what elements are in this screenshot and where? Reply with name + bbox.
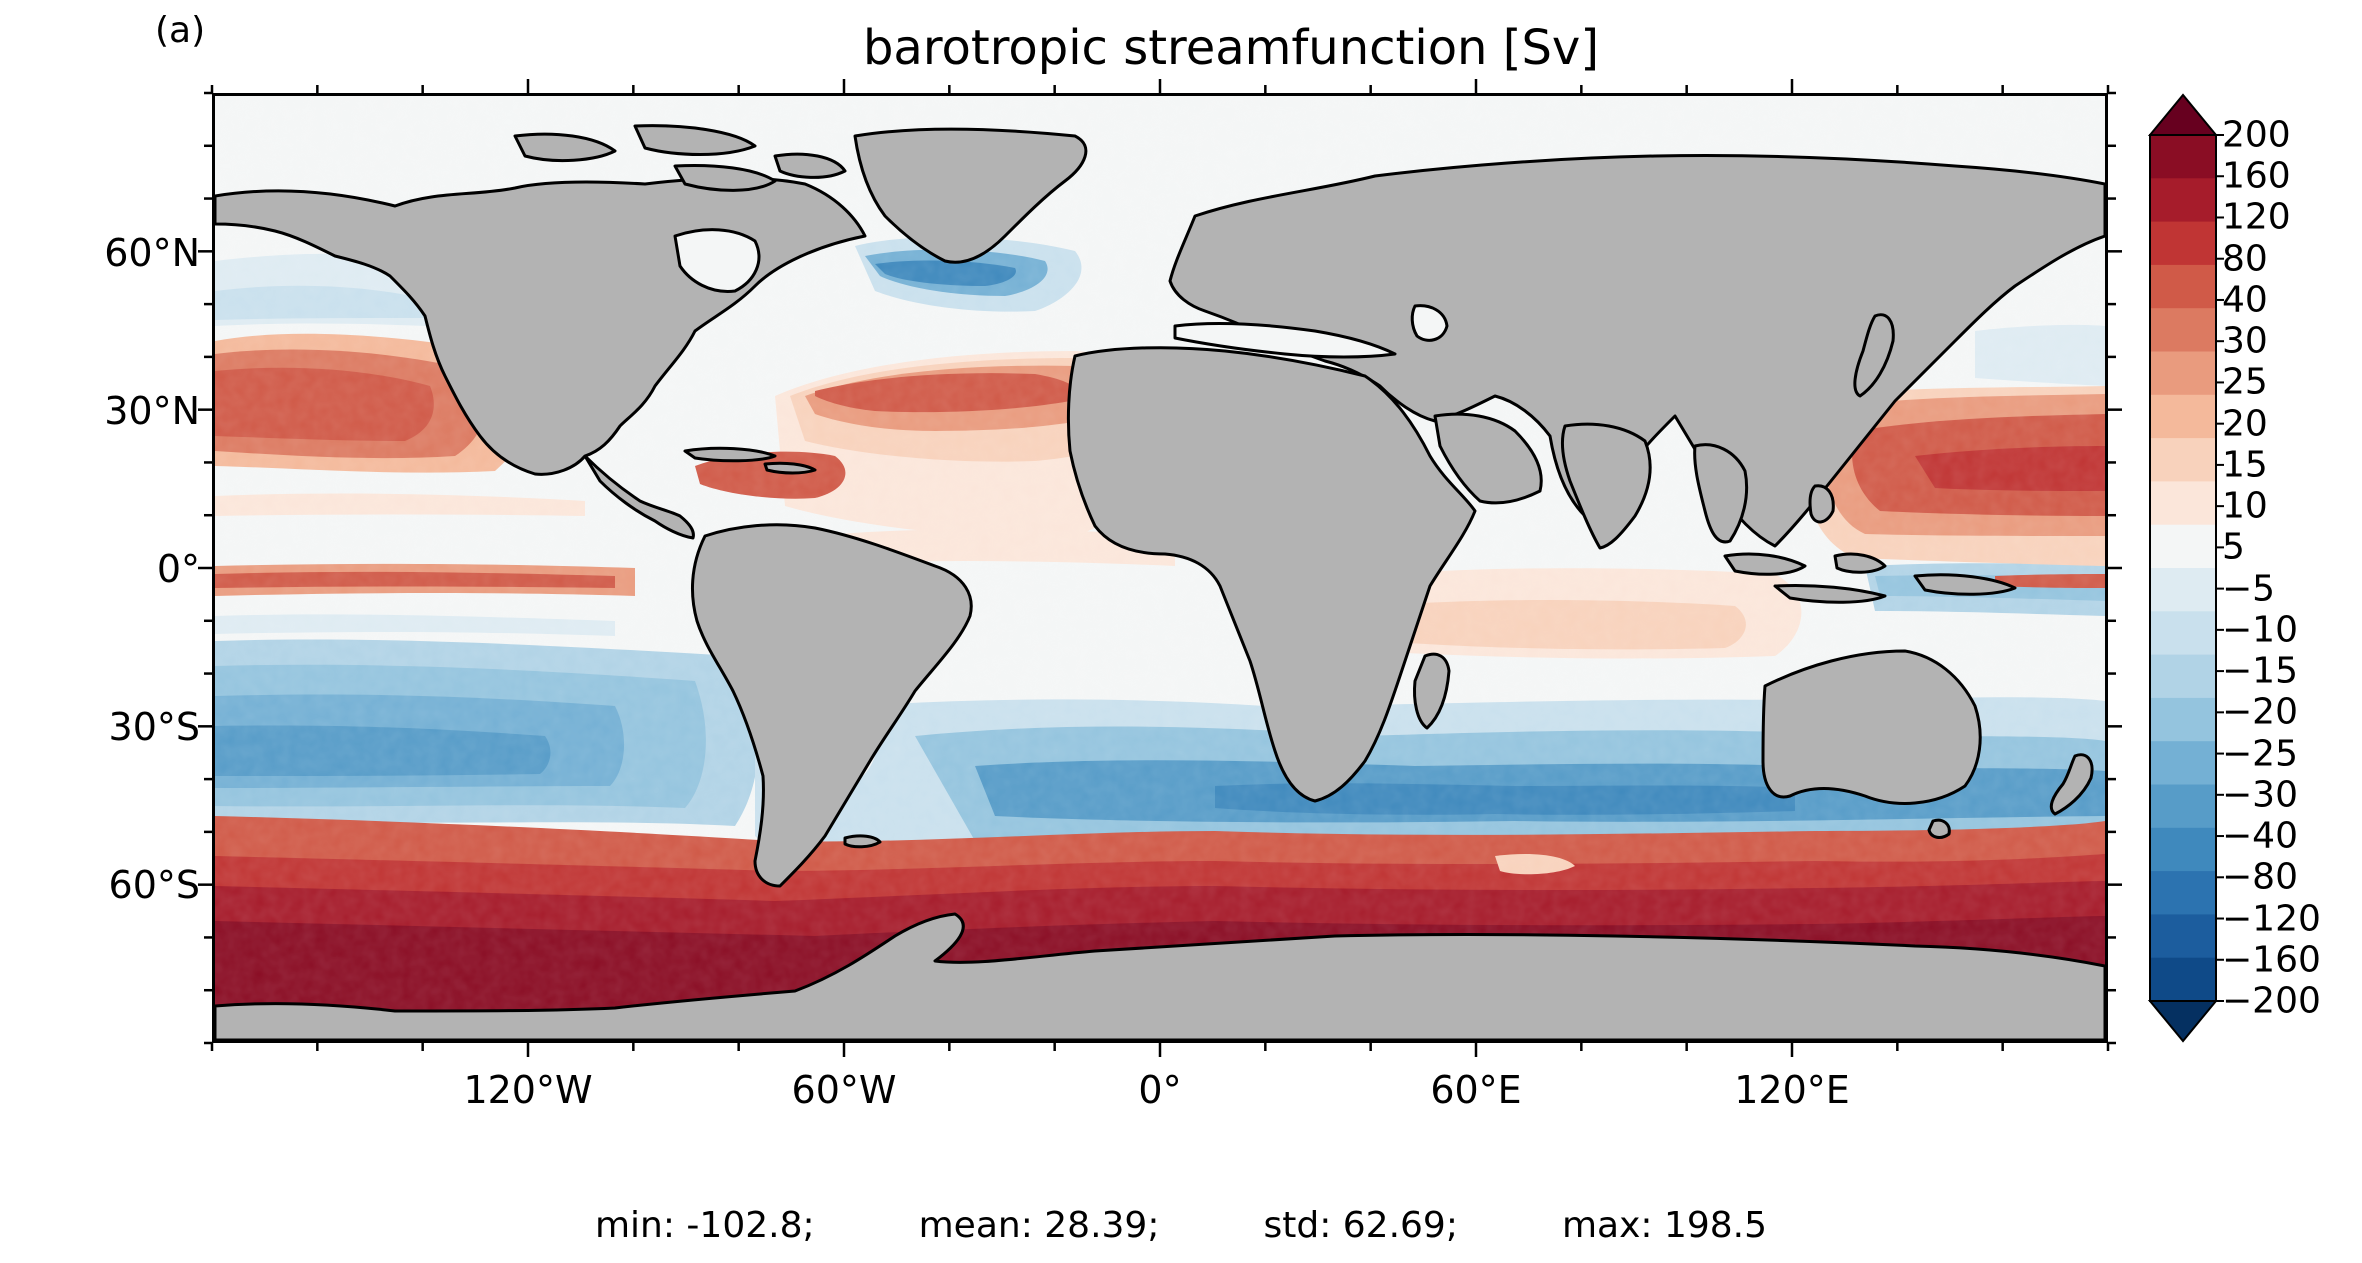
colorbar-segment — [2150, 481, 2216, 526]
colorbar-tick-label: −5 — [2222, 568, 2276, 610]
colorbar-segment — [2150, 178, 2216, 223]
colorbar — [2147, 93, 2224, 1043]
stat-min: min: -102.8; — [594, 1205, 815, 1246]
lon-tick-label: 60°W — [791, 1068, 897, 1112]
colorbar-tick-label: −80 — [2222, 856, 2298, 898]
lon-tick-label: 0° — [1138, 1068, 1182, 1112]
greenland — [853, 127, 1088, 264]
colorbar-segment — [2150, 827, 2216, 872]
colorbar-segment — [2150, 611, 2216, 656]
colorbar-segment — [2150, 221, 2216, 266]
colorbar-extend-min — [2147, 1000, 2219, 1043]
tasmania — [1927, 818, 1951, 839]
colorbar-segment — [2150, 524, 2216, 569]
colorbar-tick-label: −10 — [2222, 609, 2298, 651]
indochina — [1693, 443, 1749, 544]
caspian-sea — [1410, 304, 1449, 342]
south-america — [690, 523, 973, 888]
map-panel — [212, 93, 2108, 1043]
map-canvas — [215, 96, 2105, 1040]
colorbar-tick-label: 20 — [2222, 403, 2268, 445]
colorbar-segment — [2150, 741, 2216, 785]
colorbar-segment — [2150, 914, 2216, 959]
colorbar-frame — [2149, 134, 2217, 1002]
colorbar-tick-label: −160 — [2222, 939, 2321, 981]
indonesia — [1723, 552, 2017, 604]
colorbar-tick-label: −15 — [2222, 650, 2298, 692]
lat-tick-label: 30°N — [104, 389, 200, 433]
colorbar-segment — [2150, 438, 2216, 482]
landmasses — [215, 124, 2105, 1040]
hudson-bay — [673, 228, 761, 293]
stat-max: max: 198.5 — [1561, 1205, 1768, 1246]
arabian-peninsula — [1433, 412, 1543, 505]
colorbar-segment — [2150, 871, 2216, 915]
colorbar-tick-label: 30 — [2222, 320, 2268, 362]
colorbar-tick-label: 15 — [2222, 444, 2268, 486]
colorbar-tick-label: 40 — [2222, 279, 2268, 321]
colorbar-extend-max — [2147, 93, 2219, 136]
stats-line: min: -102.8; mean: 28.39; std: 62.69; max: … — [0, 1205, 2362, 1246]
colorbar-segment — [2150, 784, 2216, 829]
colorbar-tick-label: 200 — [2222, 114, 2291, 156]
colorbar-segment — [2150, 697, 2216, 742]
lon-tick-label: 120°E — [1734, 1068, 1850, 1112]
colorbar-tick-label: −200 — [2222, 980, 2321, 1022]
colorbar-tick-label: 25 — [2222, 361, 2268, 403]
colorbar-segment — [2150, 654, 2216, 699]
lon-tick-label: 120°W — [463, 1068, 593, 1112]
lon-tick-label: 60°E — [1430, 1068, 1522, 1112]
stat-std: std: 62.69; — [1263, 1205, 1458, 1246]
arctic-islands — [513, 124, 847, 192]
india-subcontinent — [1561, 422, 1652, 550]
colorbar-tick-label: 80 — [2222, 238, 2268, 280]
colorbar-segment — [2150, 957, 2216, 1002]
lat-tick-label: 0° — [156, 547, 200, 591]
lat-tick-label: 60°N — [104, 231, 200, 275]
mediterranean-sea — [1173, 322, 1397, 359]
lat-tick-label: 60°S — [108, 863, 200, 907]
caribbean-islands — [683, 446, 817, 475]
africa — [1066, 346, 1477, 803]
colorbar-tick-label: 160 — [2222, 155, 2291, 197]
colorbar-segment — [2150, 135, 2216, 179]
map-title: barotropic streamfunction [Sv] — [862, 20, 1600, 76]
antarctica — [215, 912, 2105, 1040]
philippines — [1808, 484, 1835, 524]
colorbar-segment — [2150, 264, 2216, 309]
madagascar — [1413, 652, 1451, 730]
colorbar-tick-label: 10 — [2222, 485, 2268, 527]
colorbar-tick-label: −25 — [2222, 733, 2298, 775]
colorbar-tick-label: 5 — [2222, 526, 2245, 568]
panel-label: (a) — [155, 10, 206, 51]
colorbar-tick-label: −20 — [2222, 691, 2298, 733]
colorbar-tick-label: −120 — [2222, 898, 2321, 940]
japan — [1853, 313, 1895, 398]
lat-tick-label: 30°S — [108, 705, 200, 749]
stat-mean: mean: 28.39; — [918, 1205, 1160, 1246]
colorbar-segment — [2150, 351, 2216, 396]
eurasia — [1168, 153, 2105, 548]
new-zealand — [2049, 753, 2094, 816]
colorbar-segment — [2150, 308, 2216, 352]
australia — [1761, 649, 1982, 805]
colorbar-segment — [2150, 568, 2216, 612]
colorbar-segment — [2150, 394, 2216, 439]
falkland-islands — [843, 834, 882, 849]
colorbar-tick-label: 120 — [2222, 196, 2291, 238]
colorbar-tick-label: −30 — [2222, 774, 2298, 816]
colorbar-tick-label: −40 — [2222, 815, 2298, 857]
